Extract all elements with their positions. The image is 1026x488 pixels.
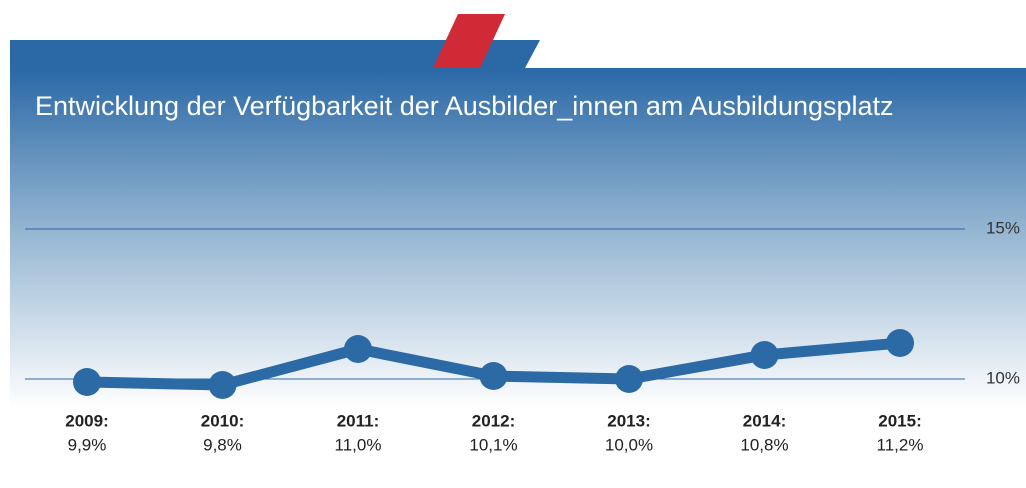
tab: [10, 40, 540, 68]
x-tick-label: 2013:: [607, 411, 650, 430]
marker: [73, 368, 101, 396]
value-label: 9,8%: [203, 435, 242, 454]
x-tick-label: 2010:: [201, 411, 244, 430]
y-tick-label: 10%: [986, 368, 1020, 387]
x-tick-label: 2014:: [743, 411, 786, 430]
x-tick-label: 2011:: [337, 411, 380, 430]
y-tick-label: 15%: [986, 218, 1020, 237]
x-tick-label: 2009:: [65, 411, 108, 430]
chart-title: Entwicklung der Verfügbarkeit der Ausbil…: [35, 91, 894, 121]
marker: [208, 371, 237, 399]
value-label: 10,1%: [469, 435, 517, 454]
value-label: 11,0%: [335, 435, 382, 454]
value-label: 9,9%: [68, 435, 107, 454]
marker: [886, 329, 914, 357]
accent: [433, 14, 505, 68]
value-label: 11,2%: [877, 435, 924, 454]
value-label: 10,0%: [605, 435, 653, 454]
marker: [344, 335, 372, 363]
marker: [479, 362, 508, 390]
marker: [615, 365, 643, 393]
x-tick-label: 2012:: [472, 411, 515, 430]
marker: [750, 341, 779, 369]
x-tick-label: 2015:: [878, 411, 921, 430]
value-label: 10,8%: [740, 435, 788, 454]
